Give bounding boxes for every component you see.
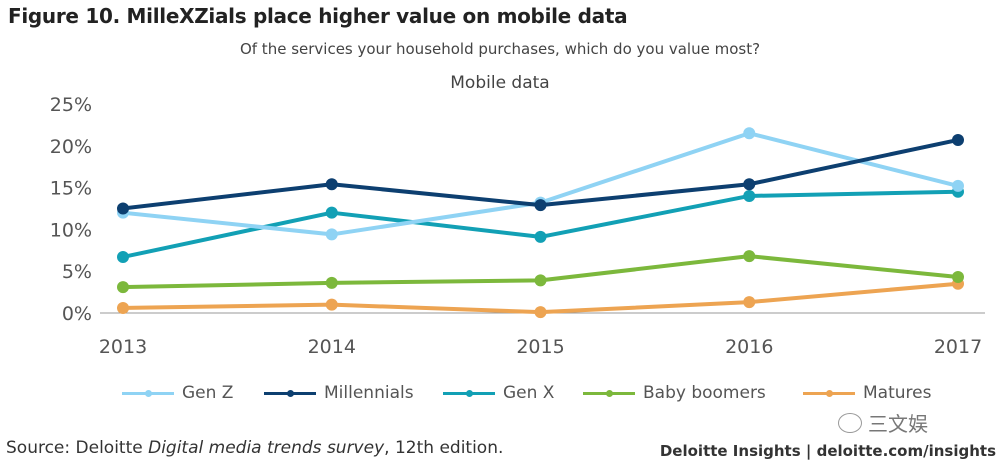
data-point-gen-x <box>534 230 547 243</box>
x-tick-label: 2016 <box>725 336 773 358</box>
legend-item-matures: Matures <box>803 383 931 403</box>
y-tick-label: 5% <box>62 261 92 283</box>
series-gen-z <box>117 127 964 241</box>
legend-marker <box>466 389 473 397</box>
source-suffix: , 12th edition. <box>384 438 504 458</box>
brand-credit: Deloitte Insights | deloitte.com/insight… <box>659 442 996 460</box>
y-tick-label: 20% <box>50 136 92 158</box>
data-point-baby-boomers <box>117 281 129 294</box>
series-baby-boomers <box>117 250 964 294</box>
watermark-text: 三文娱 <box>868 412 928 436</box>
data-point-baby-boomers <box>952 271 964 284</box>
data-point-millennials <box>117 202 129 215</box>
x-axis: 2013 2014 2015 2016 2017 <box>99 336 982 358</box>
legend-swatch <box>443 389 495 397</box>
legend-item-gen-x: Gen X <box>443 383 554 403</box>
legend-swatch <box>803 389 855 397</box>
legend-marker <box>606 389 613 397</box>
x-tick-label: 2013 <box>99 336 147 358</box>
legend-swatch <box>583 389 635 397</box>
chart-title: Mobile data <box>450 73 550 93</box>
data-point-millennials <box>534 199 547 212</box>
legend-swatch <box>264 389 316 397</box>
data-point-gen-x <box>743 189 756 202</box>
data-point-baby-boomers <box>743 250 756 263</box>
data-point-matures <box>117 301 129 314</box>
data-point-gen-z <box>325 228 338 241</box>
subtitle-text: Of the services your household purchases… <box>239 40 761 58</box>
series-layer <box>117 127 964 319</box>
legend-marker <box>287 389 294 397</box>
data-point-millennials <box>952 133 964 146</box>
data-point-matures <box>743 296 756 309</box>
series-matures <box>117 277 964 319</box>
data-point-gen-z <box>952 179 964 192</box>
legend-label: Millennials <box>324 383 414 403</box>
y-tick-label: 25% <box>50 94 92 116</box>
data-point-gen-z <box>743 127 756 140</box>
y-tick-label: 15% <box>50 178 92 200</box>
x-tick-label: 2017 <box>934 336 982 358</box>
y-tick-label: 0% <box>62 303 92 325</box>
legend-item-millennials: Millennials <box>264 383 414 403</box>
figure-subtitle: Of the services your household purchases… <box>0 40 1000 58</box>
y-axis: 0% 5% 10% 15% 20% 25% <box>50 94 92 325</box>
legend-item-gen-z: Gen Z <box>122 383 233 403</box>
legend-label: Baby boomers <box>643 383 766 403</box>
legend-label: Matures <box>863 383 932 403</box>
data-point-matures <box>534 306 547 319</box>
watermark: 三文娱 <box>838 408 928 437</box>
legend-label: Gen X <box>503 383 555 403</box>
source-prefix: Source: Deloitte <box>6 438 149 458</box>
x-tick-label: 2014 <box>308 336 356 358</box>
series-millennials <box>117 133 964 215</box>
y-tick-label: 10% <box>50 219 92 241</box>
data-point-millennials <box>743 178 756 191</box>
figure-title: Figure 10. MilleXZials place higher valu… <box>8 4 628 28</box>
data-point-baby-boomers <box>325 276 338 289</box>
legend-swatch <box>122 389 174 397</box>
source-title: Digital media trends survey <box>148 438 385 458</box>
data-point-millennials <box>325 178 338 191</box>
x-tick-label: 2015 <box>516 336 564 358</box>
series-line-gen-z <box>122 131 959 237</box>
data-point-gen-x <box>117 250 129 263</box>
data-point-matures <box>325 298 338 311</box>
wechat-icon <box>838 412 862 433</box>
legend-marker <box>145 389 152 397</box>
source-note: Source: Deloitte Digital media trends su… <box>6 438 503 458</box>
legend-marker <box>826 389 833 397</box>
legend-item-baby-boomers: Baby boomers <box>583 383 766 403</box>
data-point-gen-x <box>325 206 338 219</box>
data-point-baby-boomers <box>534 274 547 287</box>
legend-label: Gen Z <box>182 383 234 403</box>
